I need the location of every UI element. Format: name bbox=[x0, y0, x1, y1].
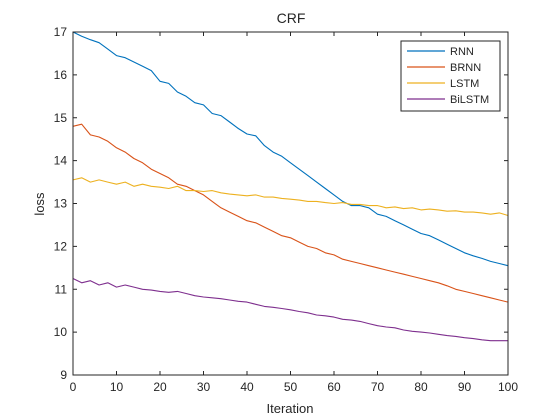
x-tick-label: 60 bbox=[327, 380, 341, 394]
legend-label-rnn: RNN bbox=[450, 46, 474, 58]
y-tick-label: 14 bbox=[54, 154, 68, 168]
x-axis: 0 10 20 30 40 50 60 70 80 90 100 bbox=[70, 32, 518, 394]
chart-title: CRF bbox=[277, 10, 306, 26]
x-tick-label: 80 bbox=[414, 380, 428, 394]
y-axis: 9 10 11 12 13 14 15 16 17 bbox=[54, 25, 508, 382]
x-axis-label: Iteration bbox=[267, 401, 314, 416]
x-tick-label: 90 bbox=[458, 380, 472, 394]
x-tick-label: 20 bbox=[153, 380, 167, 394]
series-line-bilstm bbox=[72, 278, 508, 342]
legend-label-bilstm: BiLSTM bbox=[450, 94, 489, 106]
x-tick-label: 70 bbox=[371, 380, 385, 394]
y-tick-label: 10 bbox=[54, 325, 68, 339]
series-line-lstm bbox=[72, 177, 509, 217]
y-tick-label: 16 bbox=[54, 68, 68, 82]
legend-label-lstm: LSTM bbox=[450, 78, 479, 90]
series-line-rnn bbox=[72, 31, 509, 267]
y-tick-label: 11 bbox=[55, 282, 68, 296]
x-tick-label: 40 bbox=[240, 380, 254, 394]
y-tick-label: 12 bbox=[54, 239, 68, 253]
x-tick-label: 10 bbox=[110, 380, 124, 394]
legend-label-brnn: BRNN bbox=[450, 62, 481, 74]
y-tick-label: 17 bbox=[54, 25, 68, 39]
x-tick-label: 30 bbox=[197, 380, 211, 394]
legend: RNN BRNN LSTM BiLSTM bbox=[400, 40, 501, 112]
series-line-brnn bbox=[72, 123, 509, 303]
y-tick-label: 9 bbox=[60, 368, 67, 382]
y-tick-label: 15 bbox=[54, 111, 68, 125]
y-axis-label: loss bbox=[32, 192, 47, 216]
y-tick-label: 13 bbox=[54, 197, 68, 211]
x-tick-label: 100 bbox=[498, 380, 518, 394]
series-group bbox=[72, 31, 509, 342]
x-tick-label: 50 bbox=[284, 380, 298, 394]
x-tick-label: 0 bbox=[70, 380, 77, 394]
